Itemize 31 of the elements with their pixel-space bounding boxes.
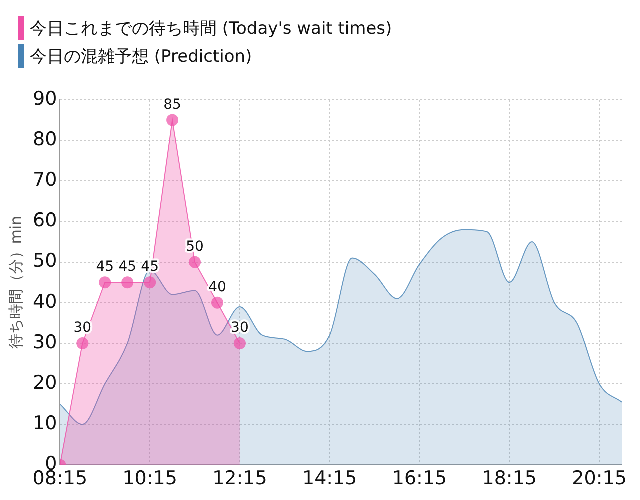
- point: [211, 296, 224, 309]
- y-tick-label: 90: [32, 88, 58, 110]
- x-tick-label: 12:15: [212, 468, 268, 490]
- y-tick-label: 40: [32, 290, 58, 313]
- point: [76, 337, 89, 350]
- y-tick-label: 70: [32, 169, 58, 192]
- y-tick-label: 10: [32, 412, 58, 435]
- y-tick-label: 60: [32, 210, 58, 232]
- data-label: 45: [118, 259, 137, 276]
- y-tick-label: 80: [32, 128, 58, 151]
- x-tick-label: 20:15: [572, 468, 627, 490]
- point: [234, 337, 246, 350]
- y-tick-label: 50: [32, 250, 58, 272]
- legend-label: 今日これまでの待ち時間 (Today's wait times): [30, 18, 392, 40]
- y-tick-label: 20: [32, 372, 58, 394]
- x-tick-label: 10:15: [122, 468, 178, 490]
- x-tick-label: 18:15: [482, 468, 538, 490]
- point: [189, 256, 202, 268]
- point: [99, 276, 112, 289]
- x-tick-label: 14:15: [302, 468, 358, 490]
- point: [122, 276, 134, 289]
- data-label: 30: [231, 320, 249, 336]
- data-label: 45: [96, 259, 114, 276]
- y-tick-label: 30: [32, 331, 58, 354]
- x-tick-label: 16:15: [392, 468, 448, 490]
- point: [144, 276, 156, 289]
- legend-label: 今日の混雑予想 (Prediction): [30, 46, 252, 68]
- data-label: 40: [208, 280, 226, 296]
- point: [166, 114, 179, 126]
- y-axis-title: 待ち時間（分）min: [6, 216, 25, 350]
- data-label: 85: [164, 96, 182, 113]
